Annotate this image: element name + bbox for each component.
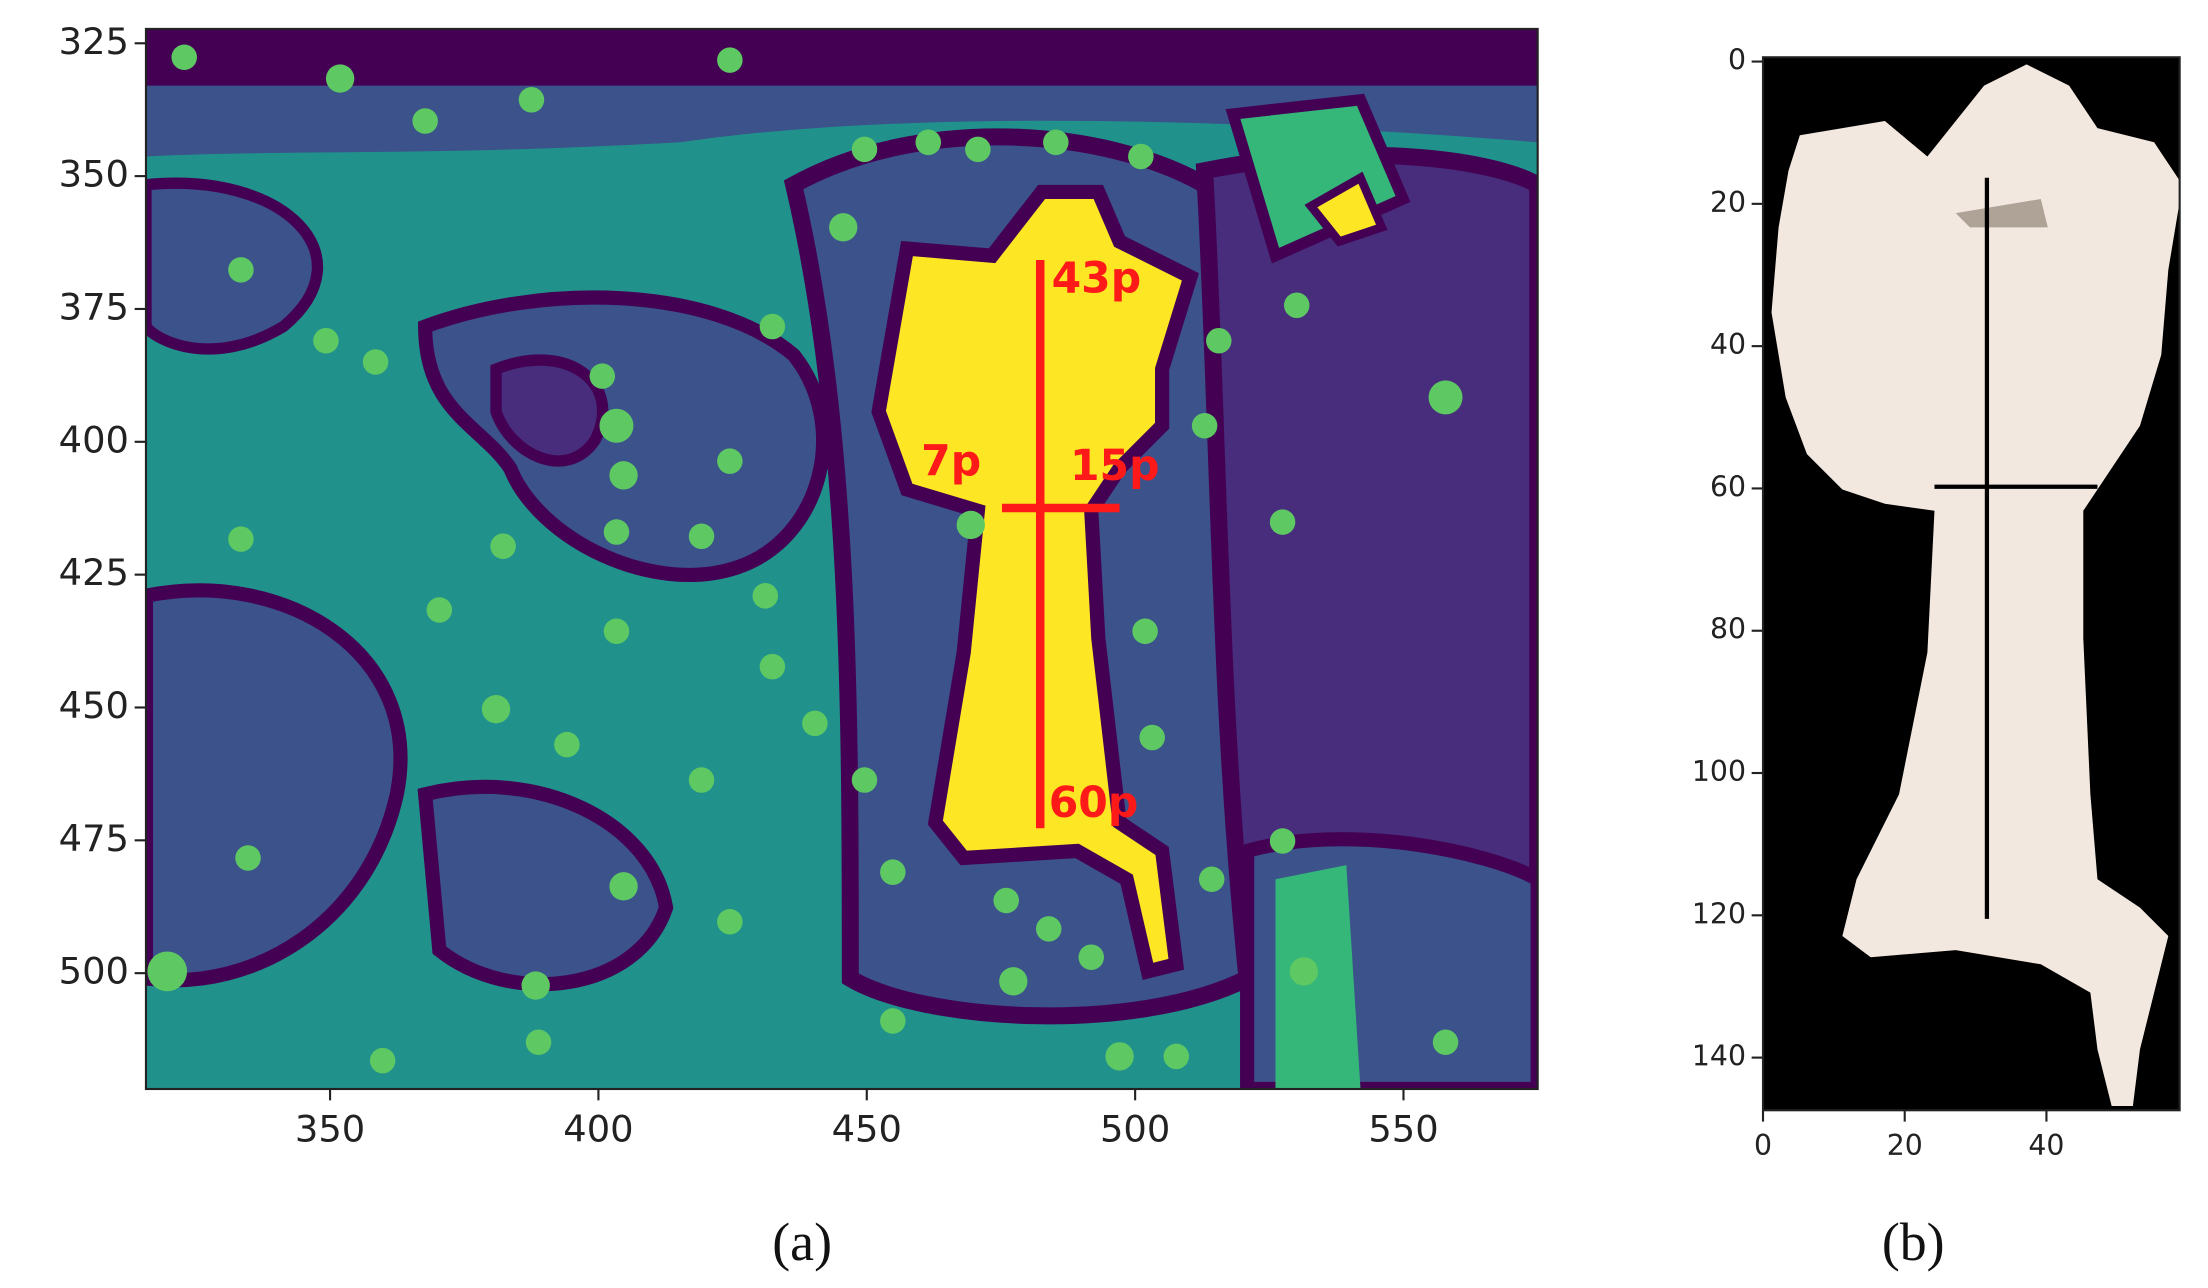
y-tick-label: 375 bbox=[59, 285, 129, 328]
x-tick-label: 450 bbox=[832, 1107, 902, 1150]
x-tick-label: 40 bbox=[2028, 1129, 2064, 1162]
x-tick-label: 500 bbox=[1100, 1107, 1170, 1150]
y-tick-label: 500 bbox=[59, 950, 129, 993]
y-tick-label: 140 bbox=[1692, 1040, 1746, 1073]
bone-image bbox=[1762, 57, 2180, 1111]
x-tick-label: 550 bbox=[1368, 1107, 1438, 1150]
y-tick-label: 0 bbox=[1728, 44, 1746, 77]
caption: (b) bbox=[1882, 1212, 1945, 1272]
annotation: 60p bbox=[1049, 779, 1139, 828]
y-tick-label: 100 bbox=[1692, 755, 1746, 788]
x-tick-label: 350 bbox=[295, 1107, 365, 1150]
annotation: 43p bbox=[1052, 255, 1142, 304]
y-tick-label: 120 bbox=[1692, 897, 1746, 930]
plot-frame bbox=[1761, 56, 2181, 1112]
plot-frame bbox=[144, 27, 1539, 1091]
x-tick-label: 400 bbox=[563, 1107, 633, 1150]
caption: (a) bbox=[772, 1212, 832, 1272]
x-tick-label: 0 bbox=[1754, 1129, 1772, 1162]
annotation: 7p bbox=[921, 438, 981, 487]
y-tick-label: 350 bbox=[59, 153, 129, 196]
y-tick-label: 40 bbox=[1710, 328, 1746, 361]
y-tick-label: 20 bbox=[1710, 186, 1746, 219]
y-tick-label: 450 bbox=[59, 684, 129, 727]
y-tick-label: 400 bbox=[59, 418, 129, 461]
annotation: 15p bbox=[1070, 442, 1160, 491]
segmentation-image bbox=[145, 28, 1538, 1090]
y-tick-label: 475 bbox=[59, 817, 129, 860]
y-tick-label: 425 bbox=[59, 551, 129, 594]
y-tick-label: 325 bbox=[59, 20, 129, 63]
y-tick-label: 60 bbox=[1710, 470, 1746, 503]
y-tick-label: 80 bbox=[1710, 613, 1746, 646]
x-tick-label: 20 bbox=[1887, 1129, 1923, 1162]
